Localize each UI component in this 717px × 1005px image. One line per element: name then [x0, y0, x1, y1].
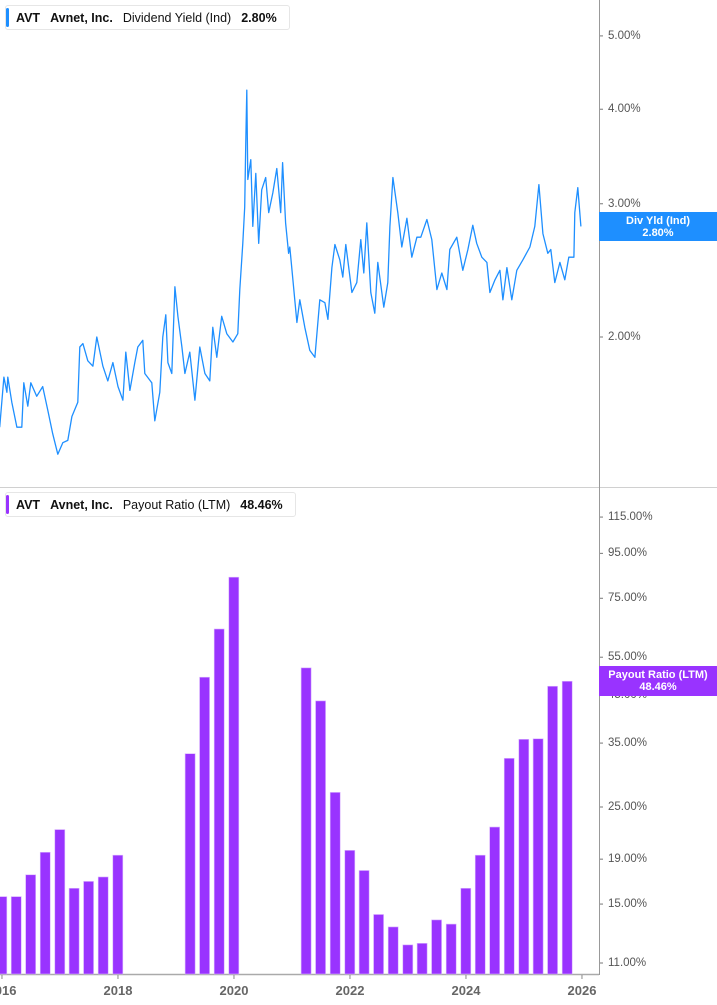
x-tick-label: 2016: [0, 983, 17, 998]
payout-bar: [184, 753, 196, 975]
x-tick-label: 2018: [103, 983, 133, 998]
payout-bar: [387, 926, 399, 975]
y-tick-label: 19.00%: [608, 853, 648, 866]
payout-bar: [39, 851, 51, 975]
y-tick-label: 55.00%: [608, 651, 648, 664]
y-tick-label: 4.00%: [608, 103, 641, 116]
payout-bar: [0, 896, 8, 975]
payout-bar: [489, 826, 500, 975]
legend-value: 48.46%: [240, 497, 283, 512]
payout-bars: [0, 576, 573, 975]
payout-bar: [228, 576, 240, 975]
x-tick-label: 2024: [451, 983, 481, 998]
yield-legend: AVT Avnet, Inc. Dividend Yield (Ind) 2.8…: [5, 5, 290, 30]
payout-bar: [315, 700, 326, 975]
tag-label: Div Yld (Ind): [626, 215, 690, 227]
payout-bar: [532, 738, 544, 975]
tag-value: 48.46%: [639, 681, 677, 693]
yield-value-tag: Div Yld (Ind) 2.80%: [599, 212, 717, 241]
payout-bar: [518, 739, 530, 975]
y-tick-label: 15.00%: [608, 898, 648, 911]
payout-bar: [416, 943, 428, 975]
payout-bar: [97, 876, 109, 975]
payout-bar: [431, 919, 442, 975]
payout-bar: [199, 676, 210, 975]
payout-bar: [373, 914, 384, 975]
legend-ticker: AVT: [16, 497, 41, 512]
legend-ticker: AVT: [16, 10, 41, 25]
legend-metric: Payout Ratio (LTM): [122, 497, 231, 512]
payout-bar: [561, 680, 573, 975]
payout-color-swatch: [6, 495, 9, 514]
payout-bar: [402, 944, 414, 975]
payout-legend: AVT Avnet, Inc. Payout Ratio (LTM) 48.46…: [5, 492, 296, 517]
y-tick-label: 75.00%: [608, 592, 648, 605]
legend-company: Avnet, Inc.: [50, 10, 113, 25]
payout-bar: [213, 628, 225, 975]
y-tick-label: 3.00%: [608, 197, 641, 210]
y-tick-label: 95.00%: [608, 547, 648, 560]
legend-company: Avnet, Inc.: [50, 497, 113, 512]
tick-marks: [1, 35, 603, 979]
payout-bar: [68, 887, 80, 975]
payout-bar: [474, 854, 486, 975]
payout-bar: [329, 792, 341, 975]
tag-value: 2.80%: [642, 227, 674, 239]
payout-bar: [10, 896, 22, 975]
payout-bar: [460, 887, 472, 975]
y-tick-label: 2.00%: [608, 331, 641, 343]
legend-metric: Dividend Yield (Ind): [122, 10, 232, 25]
payout-bar: [445, 923, 457, 975]
y-tick-label: 11.00%: [608, 957, 647, 969]
legend-value: 2.80%: [241, 10, 277, 25]
payout-bar: [54, 829, 66, 975]
dividend-yield-line: [0, 89, 582, 455]
y-tick-label: 35.00%: [608, 737, 648, 750]
x-tick-label: 2020: [219, 983, 249, 998]
y-tick-label: 25.00%: [608, 801, 648, 813]
payout-bar: [25, 874, 36, 975]
x-tick-label: 2026: [567, 983, 597, 998]
payout-bar: [83, 881, 94, 975]
payout-bar: [547, 685, 558, 975]
payout-bar: [300, 667, 312, 975]
y-tick-label: 5.00%: [608, 29, 641, 42]
yield-color-swatch: [6, 8, 9, 27]
payout-bar: [112, 854, 124, 975]
payout-bar: [358, 870, 370, 975]
payout-bar: [344, 850, 356, 975]
y-tick-label: 115.00%: [608, 511, 653, 524]
tag-label: Payout Ratio (LTM): [608, 669, 708, 681]
x-tick-label: 2022: [335, 983, 365, 998]
payout-bar: [503, 758, 515, 975]
payout-value-tag: Payout Ratio (LTM) 48.46%: [599, 666, 717, 696]
